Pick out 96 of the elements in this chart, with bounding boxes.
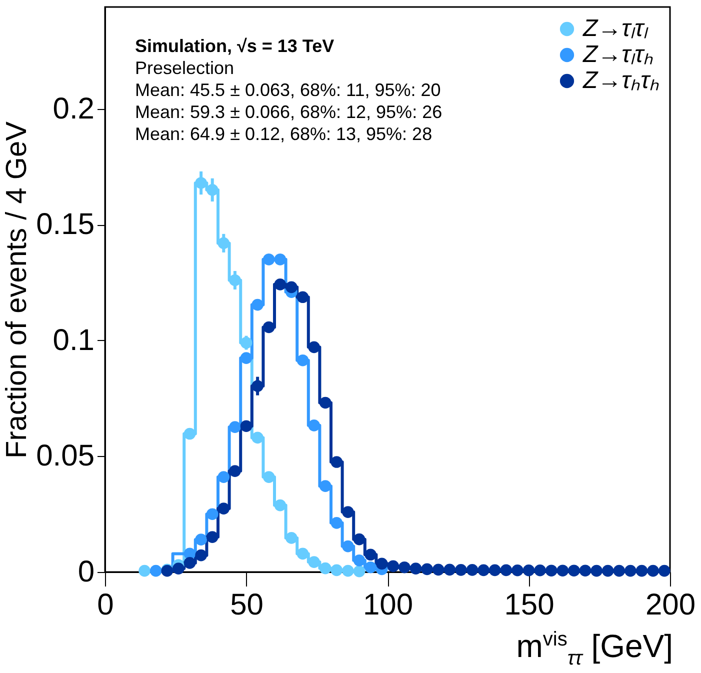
point bbox=[218, 502, 230, 514]
point bbox=[218, 471, 230, 483]
point bbox=[308, 556, 320, 568]
x-axis-title: m$^{vis}$$_{ττ}$ [GeV] bbox=[516, 628, 673, 670]
point bbox=[342, 540, 354, 552]
point bbox=[252, 432, 264, 444]
point bbox=[512, 564, 524, 576]
text: Simulation, √s = 13 TeV bbox=[135, 36, 334, 56]
point bbox=[195, 549, 207, 562]
point bbox=[138, 564, 150, 577]
point bbox=[545, 564, 558, 577]
point bbox=[308, 420, 320, 432]
point bbox=[274, 278, 286, 290]
point bbox=[274, 499, 286, 512]
point bbox=[624, 564, 636, 577]
point bbox=[376, 558, 388, 570]
point bbox=[364, 548, 376, 561]
point bbox=[342, 506, 354, 518]
point bbox=[206, 184, 218, 196]
point bbox=[262, 321, 275, 334]
x-tick-label: 100 bbox=[362, 588, 414, 622]
point bbox=[274, 253, 286, 266]
y-tick-label: 0.15 bbox=[36, 208, 94, 242]
point bbox=[613, 564, 626, 577]
point bbox=[184, 557, 196, 569]
point bbox=[184, 428, 196, 440]
annotation: Mean: 59.3 ± 0.066, 68%: 12, 95%: 26 bbox=[135, 102, 442, 122]
point bbox=[150, 564, 162, 577]
point bbox=[286, 281, 298, 294]
point bbox=[353, 554, 366, 566]
point bbox=[353, 533, 366, 546]
point bbox=[218, 237, 230, 250]
point bbox=[296, 548, 309, 560]
x-tick-label: 200 bbox=[645, 588, 696, 622]
point bbox=[252, 380, 264, 392]
point bbox=[590, 564, 602, 577]
x-tick-label: 50 bbox=[230, 588, 264, 622]
y-tick-label: 0.05 bbox=[36, 440, 94, 473]
point bbox=[432, 564, 444, 576]
point bbox=[252, 298, 264, 311]
point bbox=[602, 564, 614, 577]
point bbox=[364, 561, 376, 574]
point bbox=[240, 352, 252, 364]
point bbox=[387, 560, 400, 572]
legend-label: Z→τₗτₕ bbox=[582, 41, 654, 68]
point bbox=[500, 564, 512, 576]
point bbox=[296, 291, 309, 304]
annotation: Mean: 64.9 ± 0.12, 68%: 13, 95%: 28 bbox=[135, 124, 432, 144]
x-tick-label: 150 bbox=[504, 588, 554, 622]
point bbox=[330, 456, 343, 468]
point bbox=[240, 420, 252, 432]
point bbox=[296, 354, 309, 366]
legend-label: Z→τₗτₗ bbox=[582, 15, 649, 42]
annotation: Mean: 45.5 ± 0.063, 68%: 11, 95%: 20 bbox=[135, 80, 441, 100]
point bbox=[229, 274, 241, 286]
point bbox=[353, 565, 366, 578]
y-tick-label: 0.2 bbox=[52, 92, 94, 126]
y-tick-label: 0.1 bbox=[52, 324, 94, 357]
point bbox=[240, 336, 252, 349]
point bbox=[262, 253, 275, 266]
point bbox=[342, 564, 354, 577]
point bbox=[308, 341, 320, 354]
point bbox=[410, 562, 422, 574]
y-axis-title: Fraction of events / 4 GeV bbox=[1, 120, 34, 458]
point bbox=[647, 564, 659, 577]
point bbox=[172, 562, 184, 574]
point bbox=[478, 564, 490, 576]
point bbox=[330, 517, 343, 529]
point bbox=[455, 564, 467, 576]
point bbox=[206, 508, 218, 520]
point bbox=[319, 562, 332, 574]
point bbox=[568, 564, 580, 577]
point bbox=[636, 564, 648, 577]
point bbox=[421, 563, 433, 576]
point bbox=[488, 564, 501, 576]
point bbox=[466, 564, 478, 576]
point bbox=[286, 532, 298, 544]
point bbox=[398, 561, 410, 574]
point bbox=[444, 564, 456, 576]
point bbox=[195, 177, 207, 189]
point bbox=[262, 471, 275, 483]
point bbox=[579, 564, 592, 577]
point bbox=[319, 396, 332, 409]
point bbox=[195, 534, 207, 546]
point bbox=[556, 564, 569, 577]
point bbox=[206, 531, 218, 543]
annotation: Preselection bbox=[135, 58, 234, 78]
point bbox=[229, 465, 241, 477]
point bbox=[522, 564, 535, 576]
y-tick-label: 0 bbox=[78, 556, 94, 588]
legend-label: Z→τₕτₕ bbox=[582, 67, 660, 94]
point bbox=[534, 564, 546, 576]
point bbox=[229, 421, 241, 433]
point bbox=[330, 564, 343, 576]
point bbox=[319, 480, 332, 492]
point bbox=[658, 564, 670, 577]
